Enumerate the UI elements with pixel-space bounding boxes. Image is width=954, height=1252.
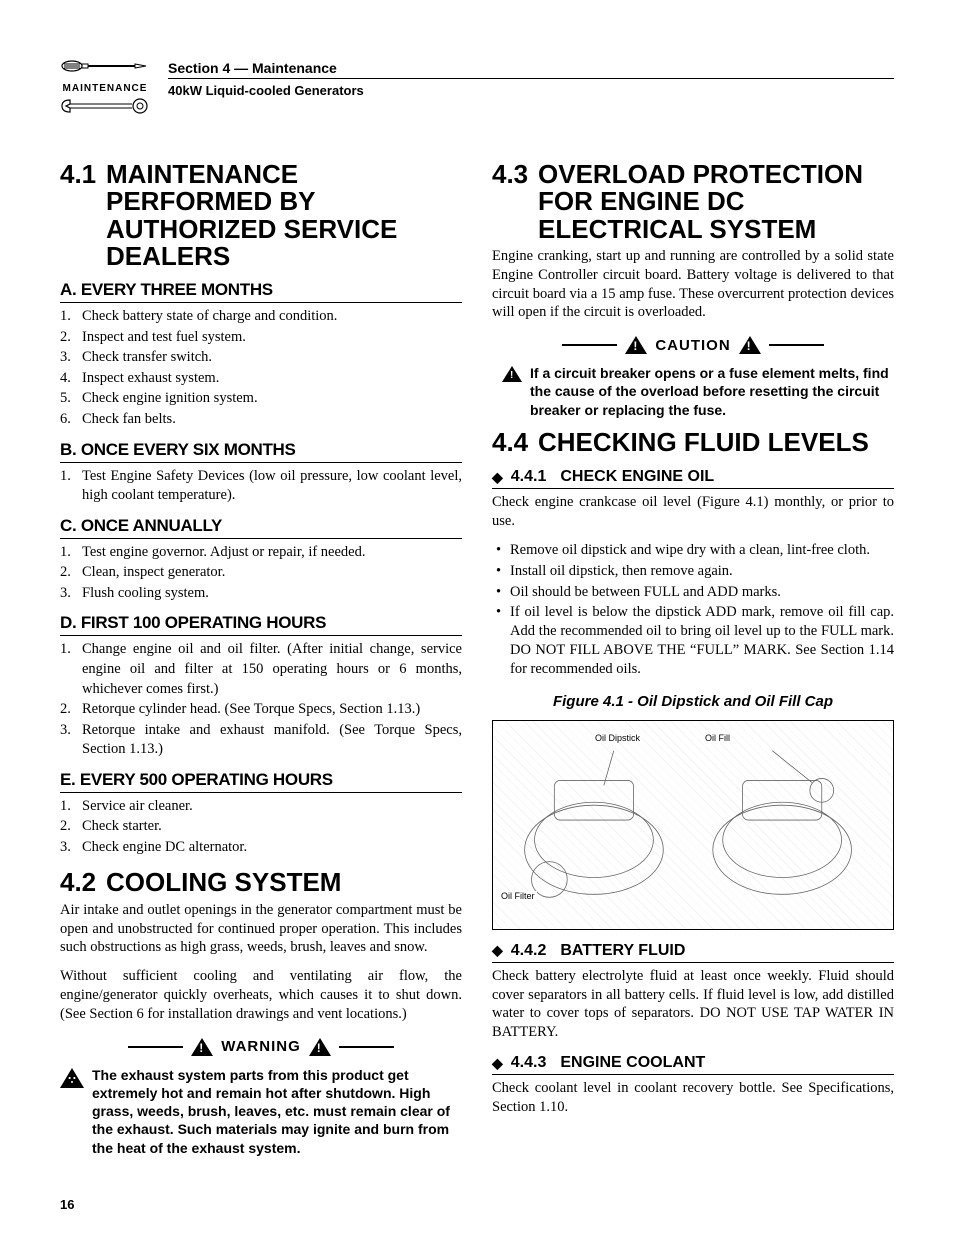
subheading-4-4-1: ◆ 4.4.1 CHECK ENGINE OIL <box>492 468 894 489</box>
list-item: If oil level is below the dipstick ADD m… <box>492 603 894 678</box>
heading-number: 4.3 <box>492 161 538 188</box>
list-item: Test engine governor. Adjust or repair, … <box>60 543 462 563</box>
list-item: Test Engine Safety Devices (low oil pres… <box>60 467 462 506</box>
screwdriver-icon <box>60 56 150 76</box>
diamond-bullet-icon: ◆ <box>492 469 503 486</box>
heading-text: MAINTENANCE PERFORMED BY AUTHORIZED SERV… <box>106 161 462 270</box>
paragraph: Air intake and outlet openings in the ge… <box>60 901 462 958</box>
caution-banner: CAUTION <box>492 336 894 354</box>
paragraph: Without sufficient cooling and ventilati… <box>60 967 462 1024</box>
heading-4-3: 4.3 OVERLOAD PROTECTION FOR ENGINE DC EL… <box>492 161 894 243</box>
content-columns: 4.1 MAINTENANCE PERFORMED BY AUTHORIZED … <box>60 161 894 1167</box>
subheading-text: ENGINE COOLANT <box>560 1054 705 1072</box>
list-item: Inspect and test fuel system. <box>60 328 462 348</box>
heading-number: 4.1 <box>60 161 106 188</box>
list-item: Check starter. <box>60 817 462 837</box>
warning-triangle-icon <box>309 1038 331 1056</box>
heading-text: CHECKING FLUID LEVELS <box>538 429 869 456</box>
list-item: Inspect exhaust system. <box>60 369 462 389</box>
list-item: Remove oil dipstick and wipe dry with a … <box>492 541 894 560</box>
list-item: Check transfer switch. <box>60 348 462 368</box>
banner-rule <box>769 344 824 346</box>
banner-rule <box>128 1046 183 1048</box>
subheading-text: BATTERY FLUID <box>560 942 685 960</box>
banner-rule <box>339 1046 394 1048</box>
paragraph: Check engine crankcase oil level (Figure… <box>492 493 894 531</box>
list-d: Change engine oil and oil filter. (After… <box>60 640 462 759</box>
bullet-list-441: Remove oil dipstick and wipe dry with a … <box>492 541 894 679</box>
list-item: Check engine ignition system. <box>60 389 462 409</box>
page-number: 16 <box>60 1197 894 1212</box>
caution-triangle-icon <box>739 336 761 354</box>
maintenance-icon-block: MAINTENANCE <box>60 56 150 121</box>
list-e: Service air cleaner. Check starter. Chec… <box>60 797 462 858</box>
caution-text-block: If a circuit breaker opens or a fuse ele… <box>492 364 894 419</box>
heading-number: 4.4 <box>492 429 538 456</box>
list-item: Install oil dipstick, then remove again. <box>492 562 894 581</box>
subheading-4-4-3: ◆ 4.4.3 ENGINE COOLANT <box>492 1054 894 1075</box>
subheading-e: E. EVERY 500 OPERATING HOURS <box>60 770 462 793</box>
heading-text: OVERLOAD PROTECTION FOR ENGINE DC ELECTR… <box>538 161 894 243</box>
heading-4-1: 4.1 MAINTENANCE PERFORMED BY AUTHORIZED … <box>60 161 462 270</box>
caution-label: CAUTION <box>655 337 730 354</box>
list-item: Retorque intake and exhaust manifold. (S… <box>60 721 462 760</box>
paragraph: Check battery electrolyte fluid at least… <box>492 967 894 1042</box>
banner-rule <box>562 344 617 346</box>
caution-text: If a circuit breaker opens or a fuse ele… <box>530 364 894 419</box>
list-item: Service air cleaner. <box>60 797 462 817</box>
list-b: Test Engine Safety Devices (low oil pres… <box>60 467 462 506</box>
heading-4-2: 4.2 COOLING SYSTEM <box>60 869 462 896</box>
left-column: 4.1 MAINTENANCE PERFORMED BY AUTHORIZED … <box>60 161 462 1167</box>
warning-text-block: The exhaust system parts from this produ… <box>60 1066 462 1157</box>
subheading-text: CHECK ENGINE OIL <box>560 468 714 486</box>
figure-label-filter: Oil Filter <box>499 891 537 901</box>
subheading-c: C. ONCE ANNUALLY <box>60 516 462 539</box>
list-item: Clean, inspect generator. <box>60 563 462 583</box>
list-a: Check battery state of charge and condit… <box>60 307 462 429</box>
list-c: Test engine governor. Adjust or repair, … <box>60 543 462 604</box>
hot-surface-icon <box>60 1068 84 1088</box>
engine-diagram-icon <box>493 721 893 929</box>
subheading-b: B. ONCE EVERY SIX MONTHS <box>60 440 462 463</box>
warning-label: WARNING <box>221 1038 301 1055</box>
subheading-number: 4.4.3 <box>511 1054 547 1072</box>
section-title: Section 4 — Maintenance <box>168 60 894 79</box>
heading-text: COOLING SYSTEM <box>106 869 341 896</box>
heading-number: 4.2 <box>60 869 106 896</box>
list-item: Retorque cylinder head. (See Torque Spec… <box>60 700 462 720</box>
right-column: 4.3 OVERLOAD PROTECTION FOR ENGINE DC EL… <box>492 161 894 1167</box>
figure-caption: Figure 4.1 - Oil Dipstick and Oil Fill C… <box>492 693 894 710</box>
caution-triangle-icon <box>625 336 647 354</box>
list-item: Check engine DC alternator. <box>60 838 462 858</box>
subheading-4-4-2: ◆ 4.4.2 BATTERY FLUID <box>492 942 894 963</box>
figure-4-1: Oil Dipstick Oil Fill Oil Filter <box>492 720 894 930</box>
subheading-a: A. EVERY THREE MONTHS <box>60 280 462 303</box>
diamond-bullet-icon: ◆ <box>492 942 503 959</box>
section-subtitle: 40kW Liquid-cooled Generators <box>168 83 894 98</box>
subheading-number: 4.4.2 <box>511 942 547 960</box>
alert-triangle-icon <box>502 366 522 382</box>
list-item: Change engine oil and oil filter. (After… <box>60 640 462 699</box>
subheading-d: D. FIRST 100 OPERATING HOURS <box>60 613 462 636</box>
warning-text: The exhaust system parts from this produ… <box>92 1066 462 1157</box>
header-titles: Section 4 — Maintenance 40kW Liquid-cool… <box>168 56 894 98</box>
list-item: Check battery state of charge and condit… <box>60 307 462 327</box>
heading-4-4: 4.4 CHECKING FLUID LEVELS <box>492 429 894 456</box>
paragraph: Engine cranking, start up and running ar… <box>492 247 894 322</box>
warning-triangle-icon <box>191 1038 213 1056</box>
figure-label-dipstick: Oil Dipstick <box>593 733 642 743</box>
paragraph: Check coolant level in coolant recovery … <box>492 1079 894 1117</box>
subheading-number: 4.4.1 <box>511 468 547 486</box>
list-item: Check fan belts. <box>60 410 462 430</box>
diamond-bullet-icon: ◆ <box>492 1055 503 1072</box>
figure-label-fill: Oil Fill <box>703 733 732 743</box>
page-header: MAINTENANCE Section 4 — Maintenance 40kW… <box>60 56 894 121</box>
warning-banner: WARNING <box>60 1038 462 1056</box>
list-item: Oil should be between FULL and ADD marks… <box>492 583 894 602</box>
list-item: Flush cooling system. <box>60 584 462 604</box>
wrench-icon <box>60 96 150 116</box>
maintenance-label: MAINTENANCE <box>60 83 150 94</box>
